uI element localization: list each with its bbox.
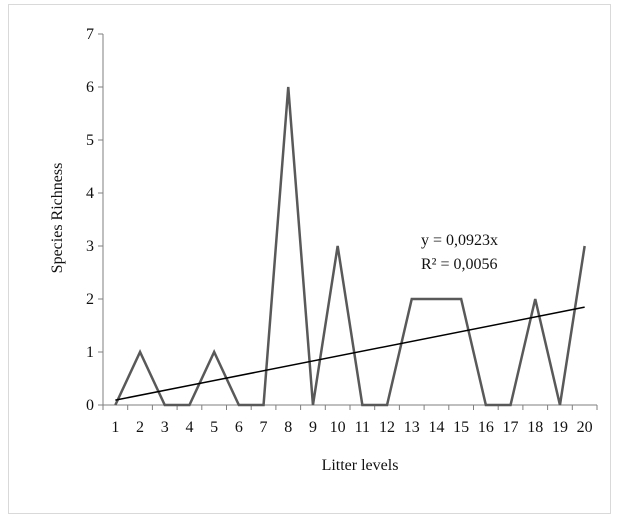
y-tick-label: 4 [86,185,94,202]
x-tick-label: 11 [355,419,370,436]
y-axis-title: Species Richness [49,163,66,274]
series-line [115,87,584,405]
x-tick-label: 15 [453,419,469,436]
x-tick-label: 16 [478,419,494,436]
x-tick-label: 5 [210,419,218,436]
x-tick-label: 20 [577,419,593,436]
x-tick-label: 2 [136,419,144,436]
y-tick-label: 5 [86,132,94,149]
x-tick-label: 6 [235,419,243,436]
x-tick-label: 19 [552,419,568,436]
y-tick-label: 6 [86,79,94,96]
x-tick-label: 18 [527,419,543,436]
x-tick-label: 12 [379,419,395,436]
x-tick-label: 1 [111,419,119,436]
x-tick-label: 7 [260,419,268,436]
y-tick-label: 7 [86,26,94,43]
y-tick-label: 3 [86,238,94,255]
x-tick-label: 8 [284,419,292,436]
x-axis-title: Litter levels [322,457,399,474]
y-tick-label: 0 [86,397,94,414]
x-tick-label: 13 [404,419,420,436]
y-tick-labels: 0 1 2 3 4 5 6 7 [86,26,94,414]
x-tick-label: 4 [185,419,193,436]
y-tick-label: 2 [86,291,94,308]
x-tick-label: 14 [428,419,444,436]
y-tick-label: 1 [86,344,94,361]
x-tick-label: 17 [503,419,519,436]
trendline-equation: y = 0,0923x [421,232,498,249]
x-tick-label: 10 [330,419,346,436]
x-tick-label: 3 [161,419,169,436]
x-tick-label: 9 [309,419,317,436]
series-layer [115,87,584,405]
trendline-r-squared: R² = 0,0056 [421,256,498,273]
